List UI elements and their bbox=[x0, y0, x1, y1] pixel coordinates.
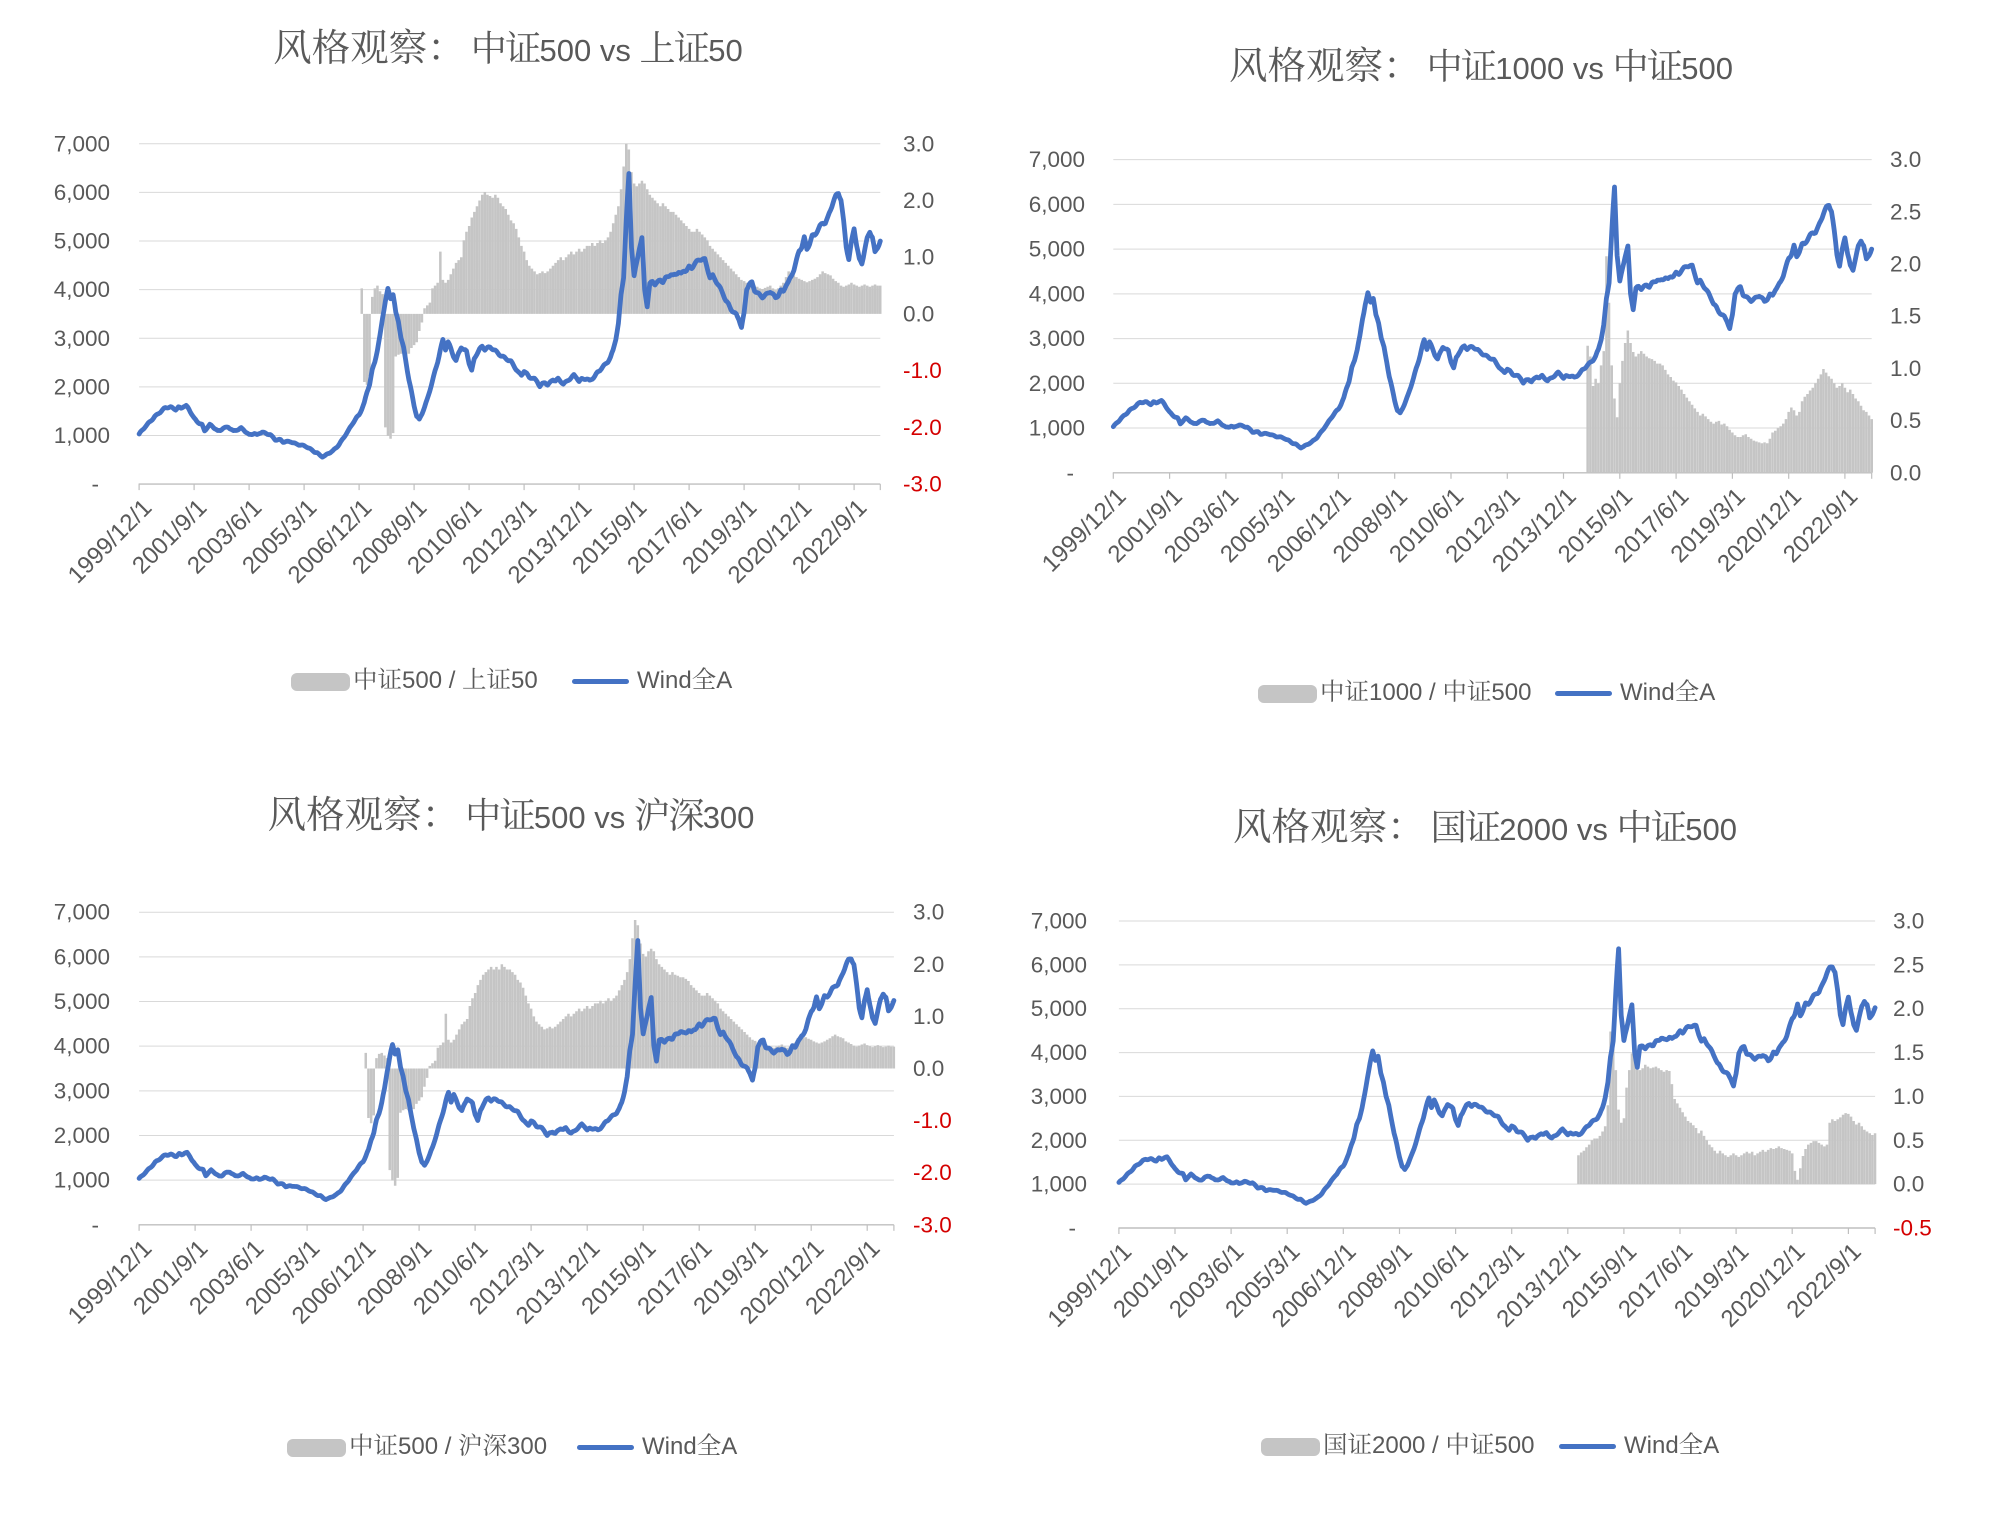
svg-text:-3.0: -3.0 bbox=[903, 472, 942, 497]
svg-text:-1.0: -1.0 bbox=[903, 358, 942, 383]
svg-text:300: 300 bbox=[703, 800, 755, 835]
svg-text:2,000: 2,000 bbox=[54, 1123, 110, 1148]
svg-text:7,000: 7,000 bbox=[54, 131, 110, 156]
svg-text:-1.0: -1.0 bbox=[913, 1108, 952, 1133]
svg-text:5,000: 5,000 bbox=[54, 229, 110, 254]
svg-text:A: A bbox=[1699, 679, 1715, 706]
svg-text:1.0: 1.0 bbox=[903, 245, 934, 270]
svg-text:Wind: Wind bbox=[1620, 679, 1675, 706]
svg-text:500 /: 500 / bbox=[402, 667, 456, 694]
svg-text:-2.0: -2.0 bbox=[903, 415, 942, 440]
svg-text:4,000: 4,000 bbox=[1031, 1040, 1087, 1065]
svg-text:300: 300 bbox=[507, 1433, 547, 1460]
svg-text:7,000: 7,000 bbox=[1029, 147, 1085, 172]
svg-text:2.5: 2.5 bbox=[1890, 199, 1921, 224]
svg-text:2.0: 2.0 bbox=[913, 952, 944, 977]
svg-text:-: - bbox=[92, 472, 100, 497]
svg-text:0.0: 0.0 bbox=[903, 302, 934, 327]
svg-text:2,000: 2,000 bbox=[1031, 1128, 1087, 1153]
svg-text:1.5: 1.5 bbox=[1890, 304, 1921, 329]
svg-text:3,000: 3,000 bbox=[54, 1078, 110, 1103]
svg-text:500: 500 bbox=[1681, 51, 1733, 86]
svg-text:500: 500 bbox=[1494, 1432, 1534, 1459]
svg-text:A: A bbox=[716, 667, 732, 694]
svg-text:3.0: 3.0 bbox=[1890, 147, 1921, 172]
svg-text:1.5: 1.5 bbox=[1893, 1040, 1924, 1065]
svg-text:-: - bbox=[92, 1212, 100, 1237]
svg-text:1,000: 1,000 bbox=[54, 1168, 110, 1193]
svg-text:50: 50 bbox=[708, 33, 742, 68]
svg-text:3.0: 3.0 bbox=[1893, 909, 1924, 934]
svg-text:1,000: 1,000 bbox=[1029, 416, 1085, 441]
svg-text:3,000: 3,000 bbox=[1031, 1084, 1087, 1109]
svg-text:4,000: 4,000 bbox=[54, 277, 110, 302]
svg-text:500: 500 bbox=[1685, 812, 1737, 847]
svg-text:-0.5: -0.5 bbox=[1893, 1216, 1932, 1241]
svg-text:0.5: 0.5 bbox=[1890, 408, 1921, 433]
svg-text:Wind: Wind bbox=[637, 667, 692, 694]
svg-text:1.0: 1.0 bbox=[1890, 356, 1921, 381]
svg-text:0.0: 0.0 bbox=[913, 1056, 944, 1081]
svg-text:3,000: 3,000 bbox=[54, 326, 110, 351]
svg-text:0.5: 0.5 bbox=[1893, 1128, 1924, 1153]
svg-text:2000 vs: 2000 vs bbox=[1499, 812, 1608, 847]
svg-text:4,000: 4,000 bbox=[1029, 281, 1085, 306]
svg-text:A: A bbox=[721, 1433, 737, 1460]
svg-text:-: - bbox=[1069, 1216, 1077, 1241]
svg-text:7,000: 7,000 bbox=[54, 900, 110, 925]
svg-text:2.0: 2.0 bbox=[1890, 252, 1921, 277]
svg-text:1000 /: 1000 / bbox=[1369, 679, 1436, 706]
svg-text:4,000: 4,000 bbox=[54, 1034, 110, 1059]
svg-text:2.0: 2.0 bbox=[903, 188, 934, 213]
svg-text:A: A bbox=[1703, 1432, 1719, 1459]
svg-text:7,000: 7,000 bbox=[1031, 909, 1087, 934]
svg-text:500 vs: 500 vs bbox=[534, 800, 625, 835]
svg-text:-2.0: -2.0 bbox=[913, 1160, 952, 1185]
svg-text:2000 /: 2000 / bbox=[1372, 1432, 1439, 1459]
svg-text:6,000: 6,000 bbox=[54, 944, 110, 969]
svg-text:1.0: 1.0 bbox=[1893, 1084, 1924, 1109]
svg-text:1.0: 1.0 bbox=[913, 1004, 944, 1029]
svg-text:3.0: 3.0 bbox=[913, 900, 944, 925]
svg-text:Wind: Wind bbox=[642, 1433, 697, 1460]
svg-text:3.0: 3.0 bbox=[903, 131, 934, 156]
svg-text:-3.0: -3.0 bbox=[913, 1212, 952, 1237]
svg-text:Wind: Wind bbox=[1624, 1432, 1679, 1459]
svg-text:1000 vs: 1000 vs bbox=[1495, 51, 1604, 86]
svg-text:-: - bbox=[1067, 460, 1075, 485]
svg-text:3,000: 3,000 bbox=[1029, 326, 1085, 351]
svg-text:1,000: 1,000 bbox=[1031, 1172, 1087, 1197]
svg-text:500: 500 bbox=[1491, 679, 1531, 706]
svg-text:6,000: 6,000 bbox=[1031, 952, 1087, 977]
svg-text:2,000: 2,000 bbox=[1029, 371, 1085, 396]
svg-text:50: 50 bbox=[511, 667, 538, 694]
svg-text:1,000: 1,000 bbox=[54, 423, 110, 448]
svg-text:500 /: 500 / bbox=[398, 1433, 452, 1460]
svg-text:5,000: 5,000 bbox=[1029, 237, 1085, 262]
svg-text:0.0: 0.0 bbox=[1893, 1172, 1924, 1197]
svg-text:2.0: 2.0 bbox=[1893, 996, 1924, 1021]
svg-text:2,000: 2,000 bbox=[54, 374, 110, 399]
svg-text:500 vs: 500 vs bbox=[540, 33, 631, 68]
svg-text:6,000: 6,000 bbox=[1029, 192, 1085, 217]
svg-text:0.0: 0.0 bbox=[1890, 460, 1921, 485]
svg-text:5,000: 5,000 bbox=[54, 989, 110, 1014]
svg-text:6,000: 6,000 bbox=[54, 180, 110, 205]
svg-text:2.5: 2.5 bbox=[1893, 952, 1924, 977]
svg-text:5,000: 5,000 bbox=[1031, 996, 1087, 1021]
